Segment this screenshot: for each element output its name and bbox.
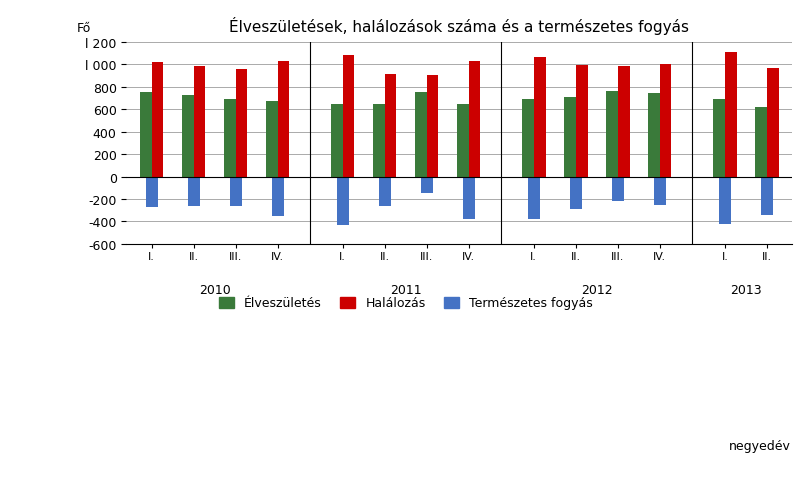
Bar (457, 104, 469, 177)
Bar (767, 69, 779, 177)
Bar (612, 177, 624, 202)
Bar (278, 62, 290, 177)
Bar (266, 102, 278, 177)
Bar (469, 62, 480, 177)
Text: 2012: 2012 (581, 283, 613, 296)
Bar (564, 98, 575, 177)
Bar (415, 93, 427, 177)
Bar (224, 100, 236, 177)
Bar (725, 53, 737, 177)
Bar (230, 177, 241, 207)
Bar (194, 67, 206, 177)
Bar (427, 76, 438, 177)
Bar (522, 100, 533, 177)
Bar (533, 58, 546, 177)
Bar (575, 66, 587, 177)
Bar (337, 177, 349, 226)
Bar (462, 177, 475, 220)
Bar (378, 177, 391, 207)
Text: 2013: 2013 (730, 283, 762, 296)
Bar (648, 94, 660, 177)
Bar (420, 177, 433, 194)
Legend: Élveszületés, Halálozás, Természetes fogyás: Élveszületés, Halálozás, Természetes fog… (214, 292, 598, 315)
Bar (152, 63, 164, 177)
Title: Élveszületések, halálozások száma és a természetes fogyás: Élveszületések, halálozások száma és a t… (229, 17, 689, 35)
Bar (654, 177, 666, 206)
Bar (146, 177, 157, 207)
Text: Fő: Fő (77, 22, 91, 35)
Bar (385, 75, 396, 177)
Bar (713, 100, 725, 177)
Bar (373, 105, 385, 177)
Bar (719, 177, 730, 224)
Bar (343, 56, 354, 177)
Text: 2011: 2011 (390, 283, 421, 296)
Bar (182, 96, 194, 177)
Bar (236, 70, 248, 177)
Bar (570, 177, 582, 209)
Bar (617, 67, 629, 177)
Text: 2010: 2010 (199, 283, 231, 296)
Bar (660, 65, 671, 177)
Bar (755, 108, 767, 177)
Bar (606, 92, 617, 177)
Bar (528, 177, 540, 219)
Bar (272, 177, 283, 217)
Bar (761, 177, 772, 216)
Bar (140, 93, 152, 177)
Text: negyedév: negyedév (729, 439, 791, 452)
Bar (331, 104, 343, 177)
Bar (188, 177, 199, 206)
